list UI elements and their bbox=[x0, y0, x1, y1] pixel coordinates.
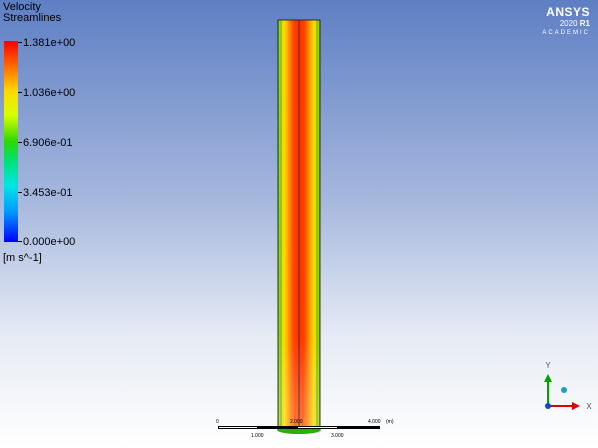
scale-label-0: 0 bbox=[216, 419, 219, 425]
legend-title: Velocity bbox=[3, 1, 41, 13]
legend-label-4: 3.453e-01 bbox=[23, 187, 73, 199]
scale-segment bbox=[337, 426, 380, 429]
scale-label-3: 3.000 bbox=[331, 433, 344, 439]
logo-name: ANSYS bbox=[546, 5, 590, 19]
scale-label-1: 1.000 bbox=[251, 433, 264, 439]
ansys-logo: ANSYS 2020 R1 ACADEMIC bbox=[542, 6, 590, 38]
logo-edition: ACADEMIC bbox=[542, 30, 590, 36]
legend-label-2: 1.036e+00 bbox=[23, 87, 76, 99]
streamline-lines bbox=[282, 20, 316, 428]
legend-tick bbox=[18, 241, 22, 242]
legend-label-3: 6.906e-01 bbox=[23, 137, 73, 149]
legend-tick bbox=[18, 92, 22, 93]
logo-version: 2020 R1 bbox=[559, 19, 590, 28]
streamline-pipe[interactable] bbox=[277, 19, 321, 434]
scale-label-4: 4.000 bbox=[368, 419, 381, 425]
scale-segment bbox=[257, 426, 298, 429]
y-axis-arrowhead bbox=[544, 374, 552, 382]
legend-label-min: 0.000e+00 bbox=[23, 236, 76, 248]
legend-units: [m s^-1] bbox=[3, 252, 42, 264]
scale-units: (m) bbox=[386, 419, 394, 425]
scale-segment bbox=[297, 426, 338, 429]
z-axis-dot bbox=[561, 387, 567, 393]
legend-tick bbox=[18, 192, 22, 193]
scale-segment bbox=[218, 426, 258, 429]
y-axis-label: Y bbox=[545, 361, 551, 370]
legend-colorbar bbox=[4, 41, 18, 242]
legend-tick bbox=[18, 142, 22, 143]
axis-triad[interactable]: Y X bbox=[544, 361, 592, 411]
triad-origin bbox=[545, 403, 551, 409]
legend-label-max: 1.381e+00 bbox=[23, 37, 76, 49]
x-axis-arrowhead bbox=[572, 402, 580, 410]
scale-label-2: 2.000 bbox=[290, 419, 303, 425]
legend-tick bbox=[18, 42, 22, 43]
legend-subtitle: Streamlines bbox=[3, 12, 62, 24]
x-axis-label: X bbox=[586, 402, 592, 411]
